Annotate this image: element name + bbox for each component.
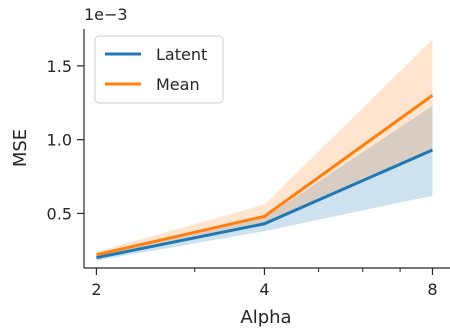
band-mean <box>96 39 433 258</box>
series-lines <box>96 94 434 260</box>
confidence-bands <box>96 39 433 261</box>
legend-label-latent: Latent <box>156 45 207 64</box>
legend-label-mean: Mean <box>156 75 200 94</box>
x-tick-label: 2 <box>91 280 101 299</box>
x-tick-label: 4 <box>259 280 269 299</box>
y-axis-label: MSE <box>10 129 31 167</box>
x-ticks: 2 4 8 <box>91 268 438 299</box>
y-tick-label: 1.0 <box>47 131 72 150</box>
y-scale-label: 1e−3 <box>84 5 128 24</box>
y-ticks: 0.5 1.0 1.5 <box>47 57 84 223</box>
x-axis-label: Alpha <box>240 307 291 328</box>
x-tick-label: 8 <box>427 280 437 299</box>
band-latent <box>96 105 433 261</box>
legend: Latent Mean <box>94 35 224 104</box>
y-tick-label: 0.5 <box>47 204 72 223</box>
y-tick-label: 1.5 <box>47 57 72 76</box>
